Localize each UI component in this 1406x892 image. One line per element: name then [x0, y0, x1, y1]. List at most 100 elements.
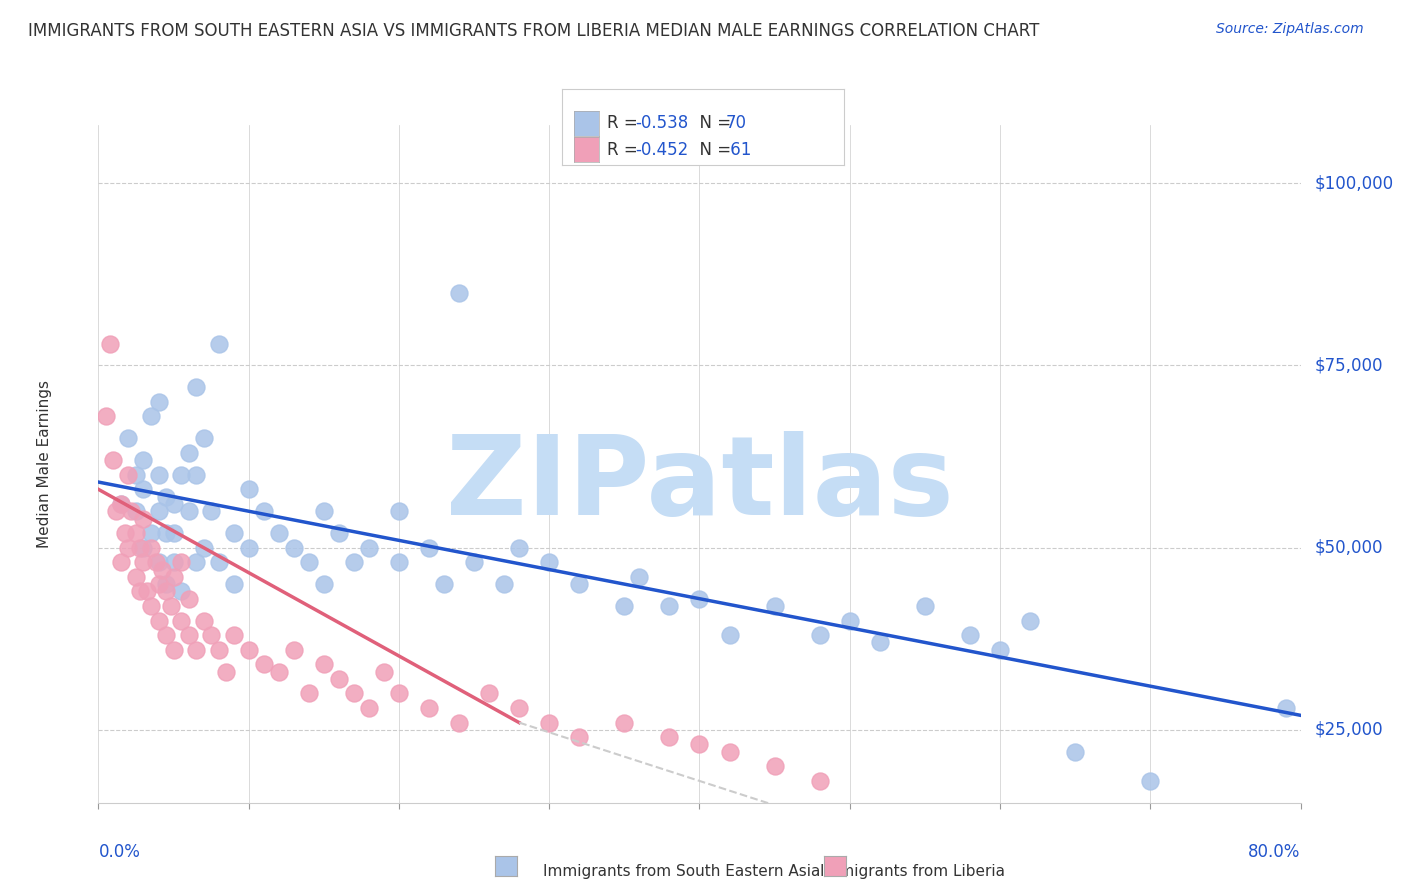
Text: ZIPatlas: ZIPatlas: [446, 431, 953, 538]
Point: [478, 686, 501, 700]
Point: [538, 715, 561, 730]
Text: $75,000: $75,000: [1315, 357, 1384, 375]
Point: [139, 526, 162, 541]
Point: [170, 614, 193, 628]
Point: [312, 657, 335, 672]
Text: -0.452: -0.452: [636, 141, 689, 159]
Text: R =: R =: [607, 141, 644, 159]
Point: [159, 599, 181, 613]
Point: [132, 453, 155, 467]
Point: [148, 555, 170, 569]
Text: R =: R =: [607, 114, 644, 132]
Point: [139, 599, 162, 613]
Point: [162, 570, 184, 584]
Point: [184, 555, 207, 569]
Point: [568, 577, 591, 591]
Point: [170, 467, 193, 482]
Point: [914, 599, 936, 613]
Point: [117, 541, 139, 555]
Point: [283, 541, 305, 555]
Text: 80.0%: 80.0%: [1249, 844, 1301, 862]
Point: [117, 467, 139, 482]
Point: [148, 614, 170, 628]
Point: [148, 577, 170, 591]
Point: [388, 555, 411, 569]
Point: [162, 497, 184, 511]
Point: [508, 541, 530, 555]
Point: [125, 467, 148, 482]
Point: [139, 409, 162, 424]
Point: [357, 701, 380, 715]
Point: [135, 584, 157, 599]
Point: [125, 504, 148, 518]
Point: [155, 584, 177, 599]
Point: [139, 541, 162, 555]
Text: $50,000: $50,000: [1315, 539, 1384, 557]
Point: [298, 686, 321, 700]
Point: [418, 541, 440, 555]
Point: [110, 555, 132, 569]
Point: [328, 526, 350, 541]
Point: [373, 665, 395, 679]
Point: [132, 541, 155, 555]
Text: Source: ZipAtlas.com: Source: ZipAtlas.com: [1216, 22, 1364, 37]
Point: [170, 555, 193, 569]
Point: [193, 431, 215, 445]
Point: [193, 614, 215, 628]
Point: [1019, 614, 1042, 628]
Point: [298, 555, 321, 569]
Point: [162, 526, 184, 541]
Point: [613, 599, 636, 613]
Point: [343, 686, 366, 700]
Point: [418, 701, 440, 715]
Point: [162, 555, 184, 569]
Point: [94, 409, 117, 424]
Point: [253, 657, 276, 672]
Point: [129, 541, 152, 555]
Point: [869, 635, 891, 649]
Point: [110, 497, 132, 511]
Point: [658, 730, 681, 744]
Text: Immigrants from Liberia: Immigrants from Liberia: [820, 863, 1005, 879]
Point: [283, 642, 305, 657]
Point: [763, 759, 786, 773]
Point: [132, 555, 155, 569]
Point: [1139, 773, 1161, 788]
Text: N =: N =: [689, 114, 737, 132]
Point: [162, 642, 184, 657]
Point: [222, 628, 245, 642]
Point: [447, 715, 470, 730]
Point: [177, 591, 200, 606]
Point: [177, 446, 200, 460]
Point: [121, 504, 143, 518]
Point: [132, 483, 155, 497]
Text: $25,000: $25,000: [1315, 721, 1384, 739]
Text: N =: N =: [689, 141, 737, 159]
Point: [568, 730, 591, 744]
Point: [117, 431, 139, 445]
Point: [215, 665, 238, 679]
Point: [312, 577, 335, 591]
Text: Median Male Earnings: Median Male Earnings: [37, 380, 52, 548]
Point: [328, 672, 350, 686]
Point: [184, 642, 207, 657]
Point: [103, 453, 125, 467]
Point: [808, 773, 831, 788]
Point: [132, 511, 155, 525]
Point: [357, 541, 380, 555]
Point: [628, 570, 651, 584]
Point: [718, 745, 741, 759]
Point: [110, 497, 132, 511]
Point: [959, 628, 981, 642]
Point: [494, 577, 516, 591]
Point: [184, 380, 207, 394]
Point: [208, 642, 231, 657]
Point: [267, 665, 290, 679]
Point: [613, 715, 636, 730]
Point: [184, 467, 207, 482]
Point: [718, 628, 741, 642]
Point: [1064, 745, 1087, 759]
Point: [238, 642, 260, 657]
Point: [238, 483, 260, 497]
Point: [838, 614, 860, 628]
